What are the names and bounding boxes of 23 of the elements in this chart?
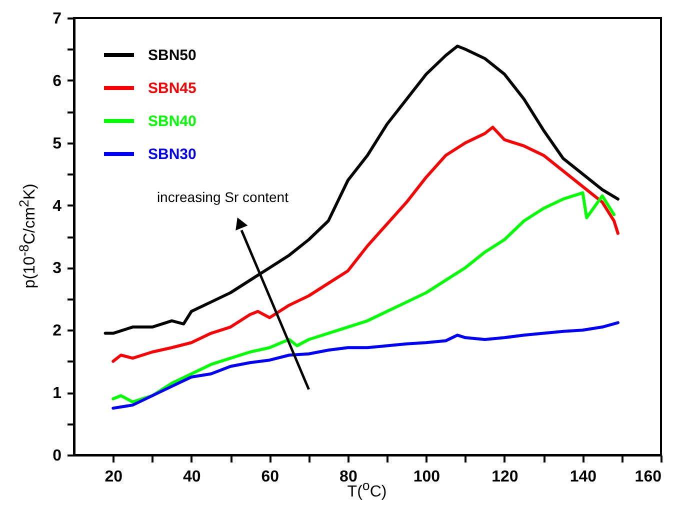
x-tick-label: 160 <box>634 468 662 486</box>
x-tick-label: 40 <box>183 468 201 486</box>
legend-label: SBN30 <box>148 146 196 163</box>
y-tick-label: 4 <box>52 198 62 215</box>
y-tick-label: 1 <box>52 385 62 402</box>
y-tick-label: 2 <box>52 322 62 340</box>
x-tick-label: 120 <box>492 468 518 486</box>
annotation: increasing Sr content <box>156 188 289 205</box>
y-tick-label: 3 <box>52 260 62 278</box>
y-tick-label: 6 <box>52 72 62 90</box>
line-series <box>112 191 616 404</box>
line-series <box>112 321 620 410</box>
legend-label: SBN45 <box>148 80 196 97</box>
legend-label: SBN40 <box>148 113 196 130</box>
x-tick-label: 100 <box>413 468 440 486</box>
y-tick-label: 5 <box>52 135 62 152</box>
x-tick-label: 20 <box>104 468 123 486</box>
x-tick-label: 60 <box>261 468 280 486</box>
y-tick-label: 0 <box>52 448 62 464</box>
y-tick-label: 7 <box>52 10 62 28</box>
x-tick-label: 140 <box>570 468 597 486</box>
line-series <box>112 126 620 363</box>
legend-label: SBN50 <box>148 47 196 64</box>
